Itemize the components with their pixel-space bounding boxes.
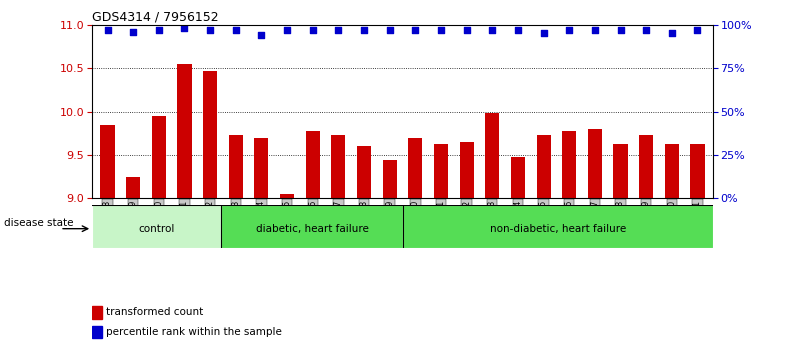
- Point: [383, 27, 396, 33]
- Point: [255, 32, 268, 38]
- Bar: [588, 129, 602, 198]
- Bar: [151, 116, 166, 198]
- Point: [152, 27, 165, 33]
- Bar: [485, 113, 499, 198]
- Bar: [511, 156, 525, 198]
- Bar: [332, 135, 345, 198]
- Bar: [639, 135, 654, 198]
- Bar: [434, 144, 448, 198]
- Point: [486, 27, 499, 33]
- Bar: [203, 71, 217, 198]
- Bar: [280, 194, 294, 198]
- Bar: [460, 142, 473, 198]
- Bar: [383, 160, 396, 198]
- Text: transformed count: transformed count: [106, 307, 203, 318]
- Point: [357, 27, 370, 33]
- Text: disease state: disease state: [4, 218, 74, 228]
- Point: [127, 29, 139, 35]
- Point: [666, 30, 678, 36]
- Bar: [665, 144, 679, 198]
- Point: [332, 27, 344, 33]
- Bar: [92, 326, 103, 338]
- Bar: [255, 138, 268, 198]
- Bar: [403, 205, 713, 248]
- Bar: [100, 125, 115, 198]
- Point: [589, 27, 602, 33]
- Bar: [177, 64, 191, 198]
- Point: [101, 27, 114, 33]
- Bar: [409, 138, 422, 198]
- Point: [435, 27, 448, 33]
- Bar: [306, 131, 320, 198]
- Point: [640, 27, 653, 33]
- Point: [280, 27, 293, 33]
- Bar: [537, 135, 550, 198]
- Bar: [690, 144, 705, 198]
- Text: GDS4314 / 7956152: GDS4314 / 7956152: [92, 11, 219, 24]
- Point: [229, 27, 242, 33]
- Bar: [92, 306, 103, 319]
- Text: non-diabetic, heart failure: non-diabetic, heart failure: [489, 224, 626, 234]
- Bar: [92, 205, 221, 248]
- Text: control: control: [139, 224, 175, 234]
- Point: [178, 25, 191, 31]
- Point: [563, 27, 576, 33]
- Point: [537, 30, 550, 36]
- Point: [461, 27, 473, 33]
- Point: [409, 27, 422, 33]
- Bar: [221, 205, 403, 248]
- Bar: [562, 131, 576, 198]
- Point: [203, 27, 216, 33]
- Point: [614, 27, 627, 33]
- Bar: [229, 135, 243, 198]
- Point: [306, 27, 319, 33]
- Text: percentile rank within the sample: percentile rank within the sample: [106, 327, 282, 337]
- Bar: [126, 177, 140, 198]
- Text: diabetic, heart failure: diabetic, heart failure: [256, 224, 368, 234]
- Point: [512, 27, 525, 33]
- Point: [691, 27, 704, 33]
- Bar: [614, 144, 628, 198]
- Bar: [357, 146, 371, 198]
